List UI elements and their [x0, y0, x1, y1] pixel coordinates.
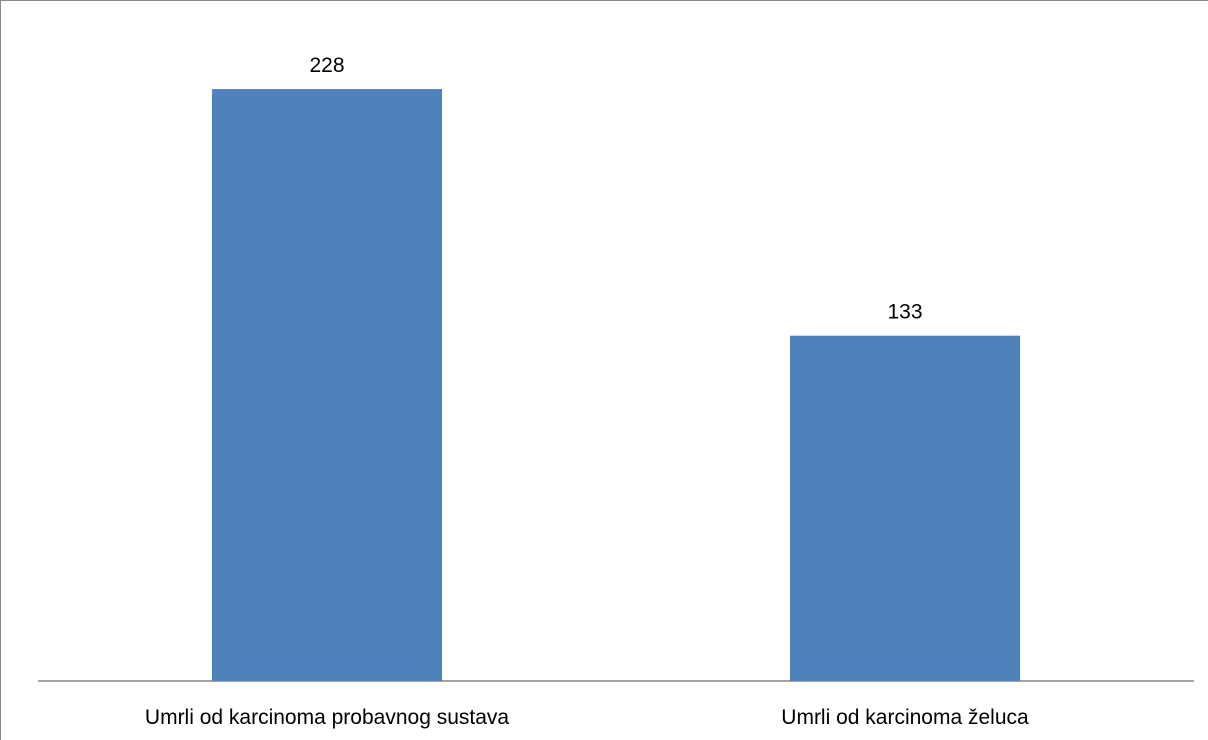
bar-0	[212, 89, 442, 682]
category-label-1: Umrli od karcinoma želuca	[781, 706, 1029, 729]
data-label-1: 133	[887, 301, 922, 324]
bar-1	[790, 335, 1020, 681]
data-label-0: 228	[309, 54, 344, 77]
category-label-0: Umrli od karcinoma probavnog sustava	[145, 706, 509, 729]
